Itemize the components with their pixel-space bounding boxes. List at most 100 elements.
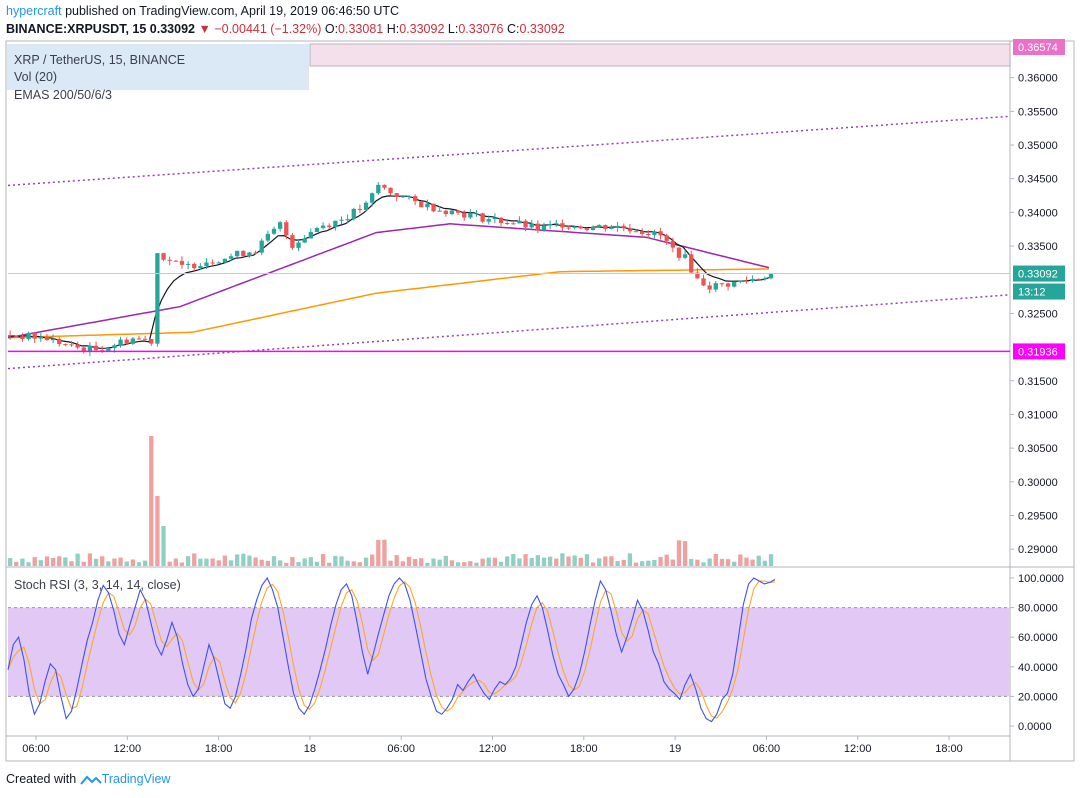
volume-bar	[44, 556, 50, 566]
ema50-line[interactable]	[7, 223, 770, 339]
candle-body	[57, 338, 62, 345]
candle-body	[584, 228, 590, 231]
volume-bar	[192, 553, 197, 566]
volume-bar	[173, 558, 178, 566]
stoch-tick-label: 40.0000	[1018, 662, 1058, 674]
current-price-label-box	[1013, 265, 1065, 282]
time-tick-label: 19	[669, 743, 681, 755]
stoch-tick-label: 100.0000	[1018, 573, 1064, 585]
volume-bar	[425, 562, 430, 566]
volume-bar	[689, 558, 694, 566]
zone-top-label-box	[1013, 39, 1065, 55]
candle-body	[597, 225, 602, 227]
volume-bar	[351, 561, 356, 566]
candle-body	[173, 260, 178, 262]
volume-bar	[63, 557, 68, 566]
candle-body	[124, 339, 129, 344]
candle-body	[480, 213, 485, 222]
volume-bar	[560, 553, 565, 566]
candle-body	[149, 338, 154, 344]
stoch-k-line[interactable]	[7, 576, 776, 723]
chart-frame	[5, 40, 1075, 762]
volume-bar	[431, 558, 436, 566]
candle-body	[327, 225, 332, 227]
legend-emas[interactable]: EMAS 200/50/6/3	[14, 88, 112, 102]
time-tick-label: 18	[304, 743, 316, 755]
candle-body	[38, 336, 43, 339]
candle-body	[633, 231, 639, 233]
candle-body	[271, 228, 277, 234]
volume-bar	[241, 553, 246, 566]
volume-bar	[142, 560, 148, 566]
volume-bar	[228, 560, 234, 566]
price-tick-label: 0.30500	[1018, 443, 1058, 455]
candle-body	[701, 278, 706, 286]
candle-body	[689, 254, 694, 273]
candle-body	[621, 225, 626, 229]
stoch-title[interactable]: Stoch RSI (3, 3, 14, 14, close)	[14, 578, 181, 592]
candle-body	[652, 231, 657, 236]
candle-body	[474, 213, 479, 215]
candle-body	[437, 210, 442, 212]
volume-bar	[210, 558, 215, 566]
ema200-line[interactable]	[7, 268, 769, 339]
stoch-tick-label: 0.0000	[1018, 721, 1052, 733]
symbol-label: BINANCE:XRPUSDT, 15	[6, 22, 147, 36]
volume-bar	[517, 558, 522, 566]
candle-body	[732, 281, 737, 287]
legend-box	[7, 44, 309, 90]
candle-body	[695, 272, 700, 279]
volume-bar	[149, 436, 154, 566]
candle-body	[14, 335, 19, 337]
created-with-label: Created with	[6, 772, 77, 786]
publish-header: hypercraft published on TradingView.com,…	[6, 4, 399, 18]
volume-bar	[603, 556, 608, 566]
candle-body	[339, 219, 344, 221]
volume-bar	[480, 558, 485, 566]
volume-bar	[768, 554, 774, 566]
volume-bar	[566, 556, 571, 566]
price-tick-label: 0.33500	[1018, 241, 1058, 253]
volume-bar	[584, 554, 590, 566]
legend-volume[interactable]: Vol (20)	[14, 70, 57, 84]
volume-bar	[93, 558, 99, 566]
candle-body	[554, 223, 559, 225]
tradingview-brand[interactable]: TradingView	[101, 772, 171, 786]
candle-body	[750, 278, 755, 281]
candle-body	[241, 250, 246, 257]
candle-body	[320, 225, 326, 229]
candle-body	[290, 235, 295, 248]
price-tick-label: 0.34000	[1018, 207, 1058, 219]
price-tick-label: 0.31000	[1018, 409, 1058, 421]
current-price-label: 0.33092	[1018, 269, 1058, 281]
volume-bar	[357, 562, 363, 566]
channel-upper-line[interactable]	[7, 115, 1011, 187]
support-price-label-box	[1013, 343, 1065, 360]
author-link[interactable]: hypercraft	[6, 4, 62, 18]
price-tick-label: 0.34500	[1018, 174, 1058, 186]
volume-bar	[474, 562, 479, 566]
volume-bar	[308, 557, 313, 566]
high-value: 0.33092	[399, 22, 445, 36]
volume-bar	[443, 555, 448, 566]
candle-body	[370, 193, 375, 203]
candle-body	[578, 226, 583, 229]
ema6-line[interactable]	[7, 195, 770, 349]
volume-bar	[333, 555, 338, 566]
stoch-d-line[interactable]	[7, 580, 776, 719]
candle-body	[142, 338, 148, 340]
volume-bar	[204, 558, 209, 566]
volume-bar	[646, 560, 651, 566]
candle-body	[462, 212, 467, 218]
volume-bar	[198, 558, 203, 566]
volume-bar	[167, 561, 172, 566]
zone-rectangle[interactable]	[309, 43, 1011, 67]
volume-bar	[179, 562, 185, 566]
volume-bar	[284, 562, 289, 566]
legend-title[interactable]: XRP / TetherUS, 15, BINANCE	[14, 53, 185, 67]
candle-body	[69, 344, 74, 346]
candle-body	[646, 233, 651, 236]
price-tick-label: 0.29000	[1018, 544, 1058, 556]
volume-bar	[492, 557, 498, 566]
